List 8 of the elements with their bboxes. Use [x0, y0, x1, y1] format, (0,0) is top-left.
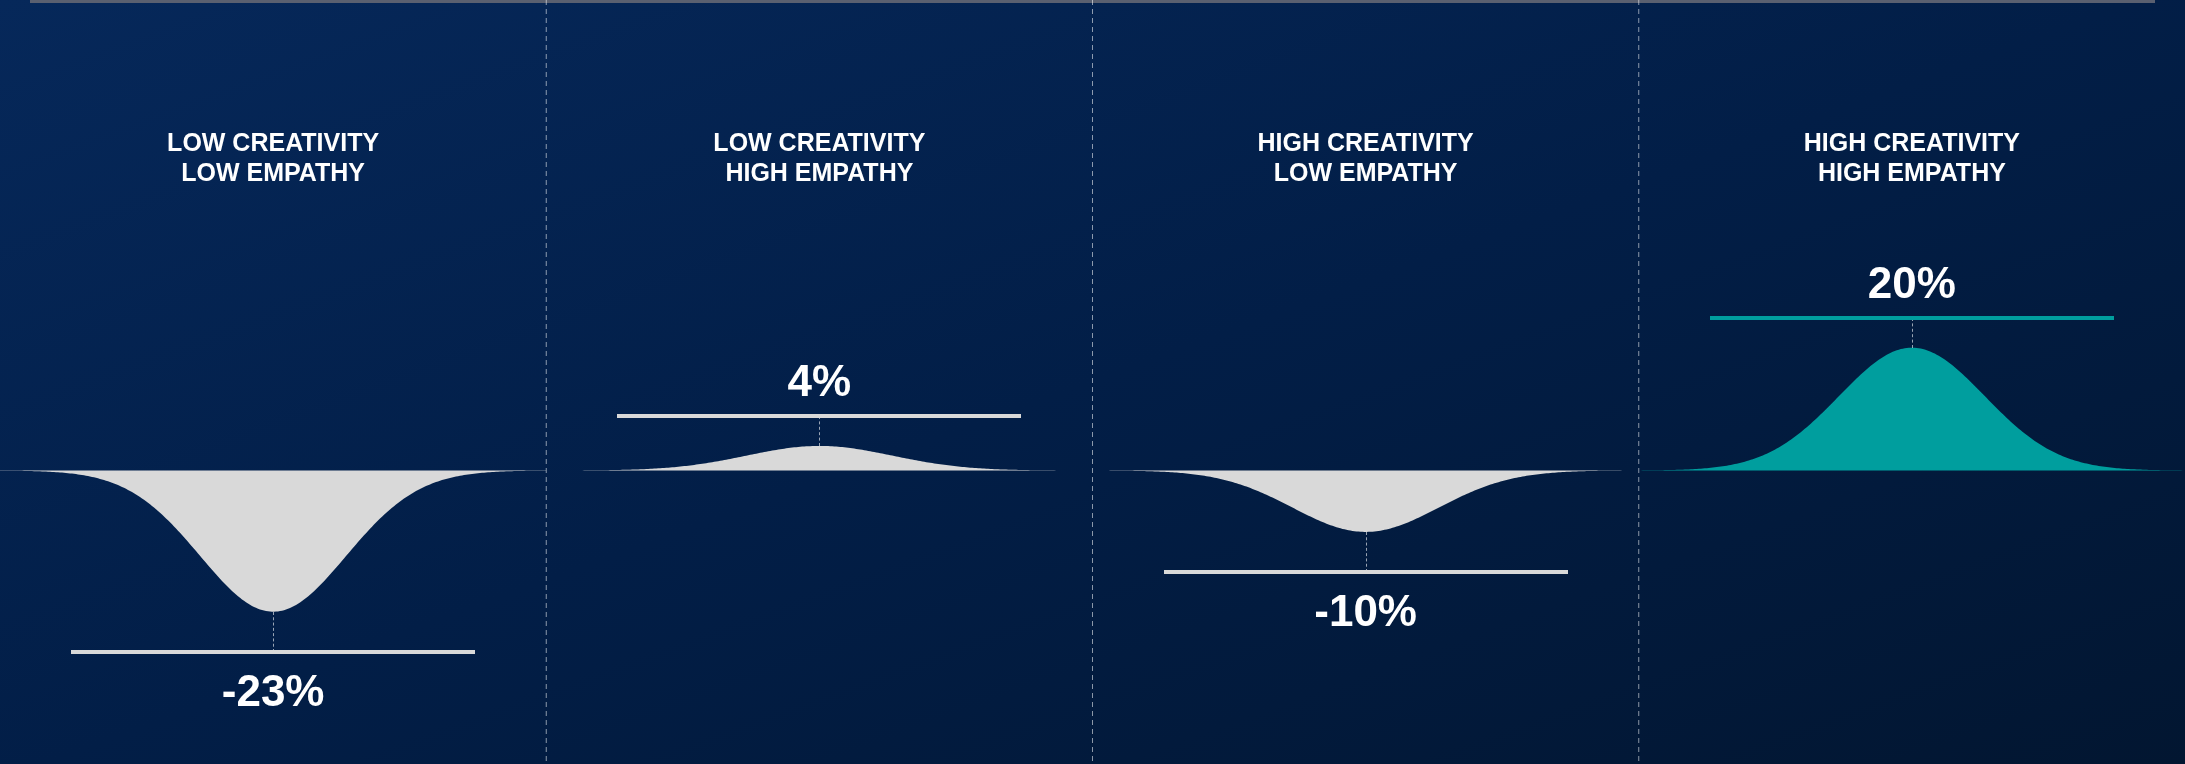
category-label: LOW CREATIVITY HIGH EMPATHY [713, 127, 926, 186]
category-label: LOW CREATIVITY LOW EMPATHY [167, 127, 380, 186]
data-label: 4% [787, 356, 852, 406]
data-label: -23% [221, 665, 325, 715]
data-label: 20% [1867, 257, 1956, 307]
category-label: HIGH CREATIVITY LOW EMPATHY [1257, 127, 1475, 186]
category-label: HIGH CREATIVITY HIGH EMPATHY [1803, 127, 2021, 186]
data-label: -10% [1314, 586, 1417, 636]
